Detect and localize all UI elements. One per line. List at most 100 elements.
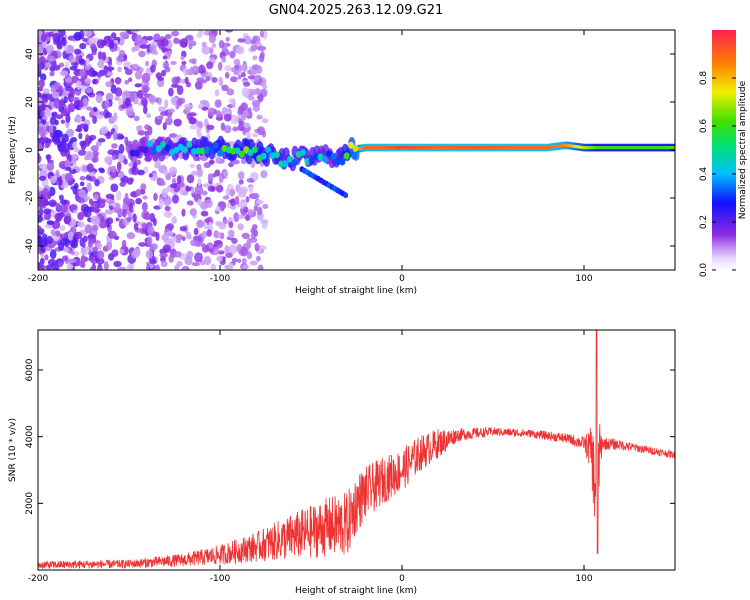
snr-xtick-label: 0 xyxy=(399,574,405,584)
heatmap-noise-cell xyxy=(59,199,67,205)
heatmap-noise-cell xyxy=(84,224,93,234)
heatmap-noise-cell xyxy=(176,261,183,267)
heatmap-ridge-cell xyxy=(160,140,167,148)
heatmap-noise-cell xyxy=(70,96,79,102)
heatmap-noise-cell xyxy=(173,251,182,258)
heatmap-noise-cell xyxy=(86,182,92,192)
heatmap-noise-cell xyxy=(94,216,101,226)
snr-xtick-label: -200 xyxy=(28,574,49,584)
heatmap-noise-cell xyxy=(131,46,137,53)
heatmap-noise-cell xyxy=(126,232,136,240)
heatmap-noise-cell xyxy=(252,55,258,61)
heatmap-noise-cell xyxy=(132,213,137,223)
heatmap-noise-cell xyxy=(214,99,222,108)
heatmap-noise-cell xyxy=(38,78,45,89)
heatmap-noise-cell xyxy=(217,250,225,255)
heatmap-noise-cell xyxy=(150,243,158,251)
heatmap-noise-cell xyxy=(46,138,53,144)
heatmap-noise-cell xyxy=(258,53,265,63)
heatmap-noise-cell xyxy=(79,42,87,50)
heatmap-noise-cell xyxy=(99,126,109,135)
heatmap-noise-cell xyxy=(81,85,86,92)
heatmap-noise-cell xyxy=(105,209,112,215)
heatmap-noise-cell xyxy=(99,111,104,116)
heatmap-noise-cell xyxy=(245,196,250,203)
heatmap-noise-cell xyxy=(95,141,102,147)
heatmap-noise-cell xyxy=(49,124,54,133)
heatmap-ridge-cell xyxy=(672,146,675,150)
heatmap-noise-cell xyxy=(188,43,193,50)
heatmap-noise-cell xyxy=(137,125,143,131)
heatmap-noise-cell xyxy=(46,220,54,226)
heatmap-noise-cell xyxy=(252,224,258,230)
heatmap-noise-cell xyxy=(246,131,251,140)
heatmap-noise-cell xyxy=(171,216,177,224)
heatmap-noise-cell xyxy=(50,84,56,94)
heatmap-ridge-cell xyxy=(142,146,149,154)
heatmap-noise-cell xyxy=(79,58,86,65)
heatmap-noise-cell xyxy=(237,214,246,219)
heatmap-noise-cell xyxy=(181,236,186,241)
heatmap-ridge-cell xyxy=(190,148,197,156)
heatmap-noise-cell xyxy=(213,249,219,254)
snr-panel: -200 -100 0 100 2000 4000 6000 Height of strai… xyxy=(8,329,676,596)
heatmap-noise-cell xyxy=(75,80,82,91)
heatmap-noise-cell xyxy=(159,252,168,258)
heatmap-noise-cell xyxy=(116,161,122,172)
heatmap-noise-cell xyxy=(75,116,83,124)
spectrogram-xtick-label: -100 xyxy=(210,274,231,284)
heatmap-noise-cell xyxy=(158,115,164,121)
heatmap-noise-cell xyxy=(167,113,172,119)
heatmap-noise-cell xyxy=(222,195,230,200)
heatmap-noise-cell xyxy=(126,177,134,185)
heatmap-noise-cell xyxy=(218,76,224,87)
heatmap-noise-cell xyxy=(46,154,51,162)
heatmap-noise-cell xyxy=(196,167,203,178)
heatmap-noise-cell xyxy=(196,219,205,228)
heatmap-noise-cell xyxy=(171,83,179,88)
heatmap-ridge-cell xyxy=(300,149,306,156)
heatmap-noise-cell xyxy=(105,81,113,88)
heatmap-noise-cell xyxy=(188,117,197,125)
heatmap-noise-cell xyxy=(135,197,143,205)
heatmap-ridge-cell xyxy=(217,149,223,157)
heatmap-noise-cell xyxy=(72,141,78,149)
heatmap-noise-cell xyxy=(65,128,75,137)
heatmap-noise-cell xyxy=(184,104,192,109)
heatmap-noise-cell xyxy=(255,199,264,205)
heatmap-noise-cell xyxy=(140,183,147,191)
heatmap-noise-cell xyxy=(184,35,194,41)
heatmap-noise-cell xyxy=(208,47,214,55)
heatmap-noise-cell xyxy=(251,88,261,95)
heatmap-noise-cell xyxy=(152,218,157,226)
heatmap-noise-cell xyxy=(58,176,63,187)
heatmap-noise-cell xyxy=(228,244,238,255)
heatmap-noise-cell xyxy=(91,224,99,232)
heatmap-noise-cell xyxy=(164,205,171,212)
heatmap-noise-cell xyxy=(229,50,236,59)
heatmap-noise-cell xyxy=(198,121,203,129)
heatmap-noise-cell xyxy=(96,250,105,260)
heatmap-noise-cell xyxy=(70,185,75,191)
heatmap-ridge-cell xyxy=(182,146,189,154)
heatmap-noise-cell xyxy=(224,72,230,79)
heatmap-noise-cell xyxy=(200,242,206,248)
heatmap-noise-cell xyxy=(219,205,225,212)
heatmap-noise-cell xyxy=(201,190,208,196)
heatmap-noise-cell xyxy=(196,198,202,206)
heatmap-noise-cell xyxy=(65,166,72,171)
heatmap-noise-cell xyxy=(248,95,255,101)
heatmap-noise-cell xyxy=(104,155,113,165)
heatmap-noise-cell xyxy=(228,221,234,229)
heatmap-noise-cell xyxy=(80,254,86,264)
heatmap-noise-cell xyxy=(149,44,157,55)
heatmap-noise-cell xyxy=(139,44,149,49)
heatmap-noise-cell xyxy=(133,115,140,122)
heatmap-noise-cell xyxy=(48,199,57,208)
heatmap-noise-cell xyxy=(197,132,203,139)
heatmap-noise-cell xyxy=(237,171,245,180)
heatmap-noise-cell xyxy=(173,37,180,45)
heatmap-noise-cell xyxy=(198,30,204,36)
heatmap-noise-cell xyxy=(89,266,96,270)
colorbar: 0.0 0.2 0.4 0.6 0.8 Normalized spectral ampl… xyxy=(699,30,748,277)
